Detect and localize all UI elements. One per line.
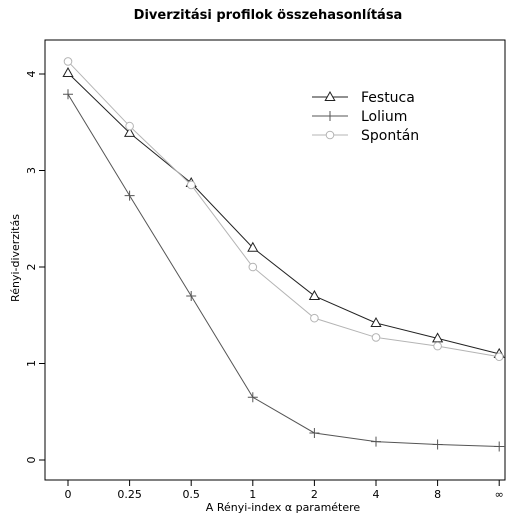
data-point bbox=[63, 57, 73, 66]
legend-label: Lolium bbox=[361, 109, 407, 125]
y-tick-label: 3 bbox=[25, 167, 38, 174]
x-axis-label: A Rényi-index α paramétere bbox=[206, 501, 361, 513]
legend-label: Spontán bbox=[361, 128, 419, 144]
data-point bbox=[309, 427, 320, 438]
data-point bbox=[371, 333, 381, 342]
x-tick-label: 1 bbox=[249, 488, 256, 501]
data-point bbox=[125, 121, 134, 131]
x-tick-label: 0.25 bbox=[117, 488, 142, 501]
data-point bbox=[310, 313, 319, 323]
x-tick-label: 0.5 bbox=[182, 488, 200, 501]
data-point bbox=[433, 341, 442, 351]
data-point bbox=[63, 89, 73, 100]
y-axis-label: Rényi-diverzitás bbox=[9, 214, 22, 302]
data-point bbox=[124, 190, 135, 201]
data-point bbox=[186, 290, 197, 301]
legend-item: Lolium bbox=[312, 109, 407, 125]
plot-axes: 0 0.25 0.5 1 2 4 8 ∞ 0 1 2 3 4 bbox=[25, 39, 506, 501]
x-tick-label: ∞ bbox=[495, 488, 504, 501]
series-spontán bbox=[63, 57, 504, 362]
plot-frame bbox=[44, 39, 506, 481]
legend-marker bbox=[324, 90, 336, 101]
data-point bbox=[432, 439, 443, 450]
y-tick-label: 0 bbox=[25, 457, 38, 464]
x-tick-label: 0 bbox=[65, 488, 72, 501]
chart-title: Diverzitási profilok összehasonlítása bbox=[134, 8, 403, 23]
series-lolium bbox=[63, 89, 505, 452]
data-point bbox=[494, 441, 505, 452]
data-point bbox=[186, 180, 196, 190]
legend-item: Festuca bbox=[312, 90, 415, 106]
y-tick-label: 4 bbox=[25, 71, 38, 78]
series-line bbox=[67, 72, 500, 355]
y-tick-label: 1 bbox=[25, 360, 38, 367]
data-point bbox=[248, 262, 258, 272]
data-point bbox=[494, 352, 504, 362]
data-point bbox=[247, 241, 259, 252]
legend-marker bbox=[325, 111, 335, 121]
legend-marker bbox=[325, 130, 335, 140]
series-festuca bbox=[62, 67, 505, 358]
series-line bbox=[67, 94, 500, 447]
x-tick-label: 2 bbox=[311, 488, 318, 501]
plot-series bbox=[62, 57, 505, 452]
data-point bbox=[247, 392, 258, 403]
legend-item: Spontán bbox=[312, 128, 419, 144]
chart-legend: Festuca Lolium Spontán bbox=[312, 90, 419, 144]
x-tick-label: 4 bbox=[373, 488, 380, 501]
data-point bbox=[371, 436, 381, 447]
data-point bbox=[62, 67, 74, 78]
data-point bbox=[308, 289, 321, 300]
y-tick-label: 2 bbox=[25, 264, 38, 271]
legend-label: Festuca bbox=[361, 90, 415, 106]
series-line bbox=[67, 61, 500, 358]
data-point bbox=[123, 126, 136, 137]
data-point bbox=[370, 316, 382, 327]
x-tick-label: 8 bbox=[434, 488, 441, 501]
